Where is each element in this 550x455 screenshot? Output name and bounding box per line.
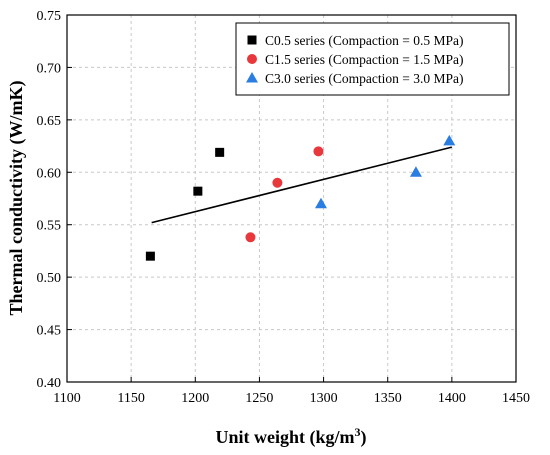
y-tick-label: 0.40	[37, 376, 62, 391]
legend-marker-3	[246, 72, 258, 83]
legend-box	[235, 22, 510, 96]
data-points	[145, 134, 456, 261]
legend-marker-2	[247, 54, 257, 64]
x-tick-label: 1150	[117, 391, 144, 406]
x-tick-label: 1250	[245, 391, 273, 406]
data-point-series-1	[145, 251, 155, 261]
x-tick-label: 1200	[181, 391, 209, 406]
x-tick-label: 1400	[438, 391, 466, 406]
legend-marker-1	[247, 35, 257, 45]
y-tick-label: 0.70	[37, 61, 62, 76]
y-tick-label: 0.75	[37, 9, 62, 24]
y-tick-label: 0.65	[37, 114, 62, 129]
y-ticks: 0.40 0.45 0.50 0.55 0.60 0.65 0.70 0.75	[37, 9, 72, 391]
legend: C0.5 series (Compaction = 0.5 MPa) C1.5 s…	[235, 22, 510, 96]
data-point-series-3	[409, 166, 422, 177]
y-tick-label: 0.60	[37, 166, 62, 181]
data-point-series-2	[272, 177, 283, 188]
legend-label-2: C1.5 series (Compaction = 1.5 MPa)	[265, 52, 463, 67]
y-tick-label: 0.55	[37, 219, 62, 234]
x-tick-label: 1450	[502, 391, 530, 406]
x-tick-label: 1350	[374, 391, 402, 406]
data-point-series-1	[215, 147, 225, 157]
data-point-series-3	[443, 134, 456, 146]
trend-line	[151, 146, 453, 224]
y-tick-label: 0.50	[37, 271, 62, 286]
x-tick-label: 1100	[53, 391, 80, 406]
legend-label-3: C3.0 series (Compaction = 3.0 MPa)	[265, 71, 463, 86]
data-point-series-3	[315, 197, 328, 209]
y-tick-label: 0.45	[37, 324, 62, 339]
legend-label-1: C0.5 series (Compaction = 0.5 MPa)	[265, 33, 463, 48]
data-point-series-2	[313, 146, 324, 157]
x-tick-label: 1300	[310, 391, 338, 406]
data-point-series-1	[193, 186, 203, 196]
y-axis-title: Thermal conductivity (W/mK)	[6, 81, 27, 316]
plot-frame	[66, 14, 517, 383]
x-ticks: 1100 1150 1200 1250 1300 1350 1400 1450	[53, 377, 530, 406]
data-point-series-2	[245, 232, 256, 243]
x-axis-title: Unit weight (kg/m3)	[216, 425, 367, 448]
